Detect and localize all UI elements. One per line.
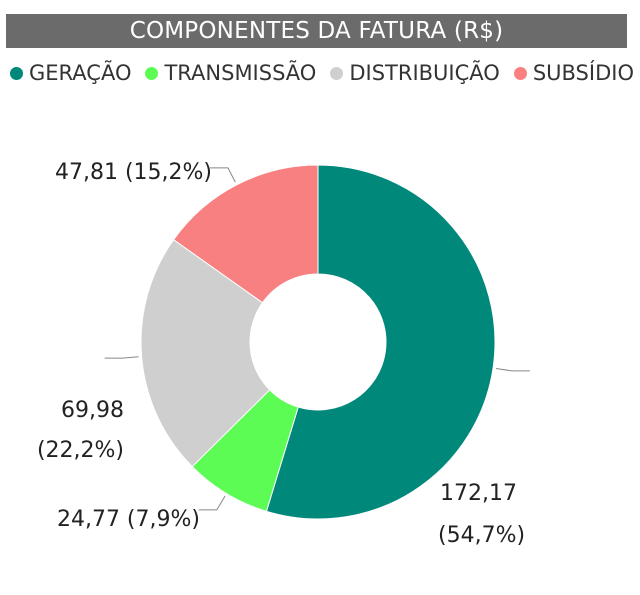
legend: GERAÇÃO TRANSMISSÃO DISTRIBUIÇÃO SUBSÍDI…	[10, 58, 634, 88]
slice-subsidio[interactable]	[172, 164, 319, 304]
data-label-geracao: 172,17	[440, 481, 517, 506]
leader-line-geracao	[495, 368, 530, 372]
data-label-geracao-percent: (54,7%)	[438, 523, 525, 548]
leader-line-transmissao	[198, 495, 226, 511]
legend-label-geracao: GERAÇÃO	[29, 61, 132, 85]
legend-item-distribuicao[interactable]: DISTRIBUIÇÃO	[330, 61, 500, 85]
legend-label-distribuicao: DISTRIBUIÇÃO	[349, 61, 500, 85]
leader-line-distribuicao	[104, 356, 139, 359]
legend-label-transmissao: TRANSMISSÃO	[164, 61, 317, 85]
chart-title: COMPONENTES DA FATURA (R$)	[6, 14, 627, 48]
slice-distribuicao[interactable]	[140, 238, 271, 468]
legend-dot-distribuicao	[330, 66, 344, 80]
data-label-transmissao: 24,77 (7,9%)	[57, 507, 200, 532]
legend-label-subsidio: SUBSÍDIO	[532, 61, 634, 85]
legend-item-geracao[interactable]: GERAÇÃO	[10, 61, 131, 85]
legend-dot-transmissao	[145, 66, 159, 80]
data-label-distribuicao-percent: (22,2%)	[37, 438, 124, 463]
legend-item-transmissao[interactable]: TRANSMISSÃO	[145, 61, 316, 85]
data-label-distribuicao: 69,98	[61, 398, 124, 423]
legend-dot-geracao	[10, 66, 23, 80]
leader-line-subsidio	[209, 167, 236, 183]
slice-geracao[interactable]	[265, 164, 496, 520]
legend-dot-subsidio	[513, 66, 527, 80]
legend-item-subsidio[interactable]: SUBSÍDIO	[513, 61, 634, 85]
data-label-subsidio: 47,81 (15,2%)	[55, 160, 212, 185]
